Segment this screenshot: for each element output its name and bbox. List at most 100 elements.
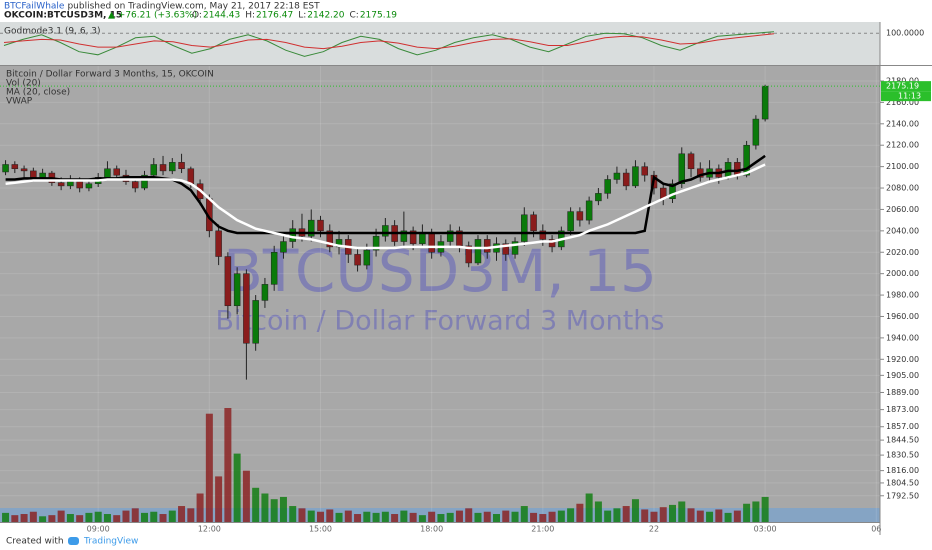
volume-bar (11, 515, 19, 522)
candle-body (474, 239, 482, 264)
candle-body (252, 300, 259, 344)
x-tick-label: 21:00 (531, 525, 554, 534)
candle-body (382, 225, 389, 237)
y-tick-label: 2180.00 (886, 76, 919, 85)
indicator-line (5, 154, 766, 235)
oscillator: Godmode3.1 (9, 6, 3) 100.0000 (0, 27, 924, 57)
y-tick-label: 2120.00 (886, 141, 919, 150)
volume-bar (567, 508, 575, 522)
candle-body (233, 273, 241, 307)
candle-body (502, 243, 510, 255)
x-tick-label: 09:00 (87, 525, 110, 534)
candle-body (511, 241, 519, 255)
candle-body (104, 168, 111, 178)
candle-body (428, 232, 435, 253)
volume-bar (270, 499, 278, 522)
oscillator-title: Godmode3.1 (9, 6, 3) (4, 27, 101, 37)
candle-body (39, 172, 46, 178)
candle-body (678, 153, 686, 184)
footer-brand[interactable]: TradingView (83, 537, 138, 547)
volume-bar (483, 511, 491, 522)
tv-logo (68, 537, 79, 545)
volume-bar (585, 493, 593, 522)
volume-bar (641, 509, 649, 522)
volume-bar (715, 509, 723, 522)
candle-body (326, 230, 334, 248)
candle-body (576, 211, 584, 221)
volume-bar (261, 493, 269, 522)
volume-bar (530, 512, 538, 522)
candle-body (67, 181, 74, 187)
volume-bar (761, 496, 769, 522)
volume-bar (733, 510, 741, 522)
y-tick-label: 1889.00 (886, 388, 919, 397)
volume-bar (103, 514, 111, 522)
candle-body (270, 252, 278, 285)
candle-body (372, 235, 380, 251)
volume-bar (372, 512, 380, 522)
price-pane (0, 66, 880, 522)
y-tick-label: 2000.00 (886, 269, 919, 278)
volume-bar (696, 510, 704, 522)
volume-bar (215, 476, 223, 522)
ohlc-label: L: (298, 11, 306, 21)
volume-bar (400, 510, 408, 522)
volume-bar (187, 508, 195, 522)
y-tick-label: 1830.50 (886, 451, 919, 460)
y-tick-label: 1873.00 (886, 405, 919, 414)
volume-bar (594, 501, 602, 522)
volume-bar (205, 413, 213, 522)
osc-line (3, 33, 775, 50)
volume-bar (650, 511, 658, 522)
osc-tick-label: 100.0000 (886, 29, 924, 38)
volume-bar (752, 501, 760, 522)
candle-body (169, 162, 176, 172)
volume-bar (317, 511, 325, 522)
ohlc-value: 2142.20 (307, 11, 344, 21)
y-tick-label: 1905.00 (886, 371, 919, 380)
volume-bar (94, 511, 102, 522)
candle-body (2, 164, 9, 173)
y-tick-label: 2040.00 (886, 226, 919, 235)
candle-body (131, 181, 139, 189)
volume-bar (678, 501, 686, 522)
ohlc: O: 2144.43 H: 2176.47 L: 2142.20 C: 2175.19 (192, 11, 397, 21)
candle-body (687, 153, 695, 170)
volume-bar (428, 511, 436, 522)
volume-bar (687, 508, 695, 522)
volume-bar (604, 510, 612, 522)
volume-bar (548, 511, 556, 522)
author[interactable]: BTCFailWhale (4, 2, 65, 12)
candle-body (57, 182, 65, 187)
candle-body (641, 166, 648, 176)
x-tick-label: 22 (649, 525, 659, 534)
candle-body (363, 249, 371, 266)
footer-created: Created with (6, 537, 64, 547)
candle-body (113, 168, 120, 176)
symbol: OKCOIN:BTCUSD3M, 15 (4, 11, 122, 21)
candle-body (761, 85, 769, 120)
volume-bar (557, 510, 565, 522)
volume-bar (409, 512, 417, 522)
volume-bar (252, 487, 260, 522)
volume-bar (613, 508, 621, 522)
candle-body (354, 254, 361, 266)
volume-bar (437, 514, 445, 522)
candle-body (548, 239, 556, 248)
candle-body (85, 183, 93, 189)
legend-volume: Vol (20) (6, 79, 41, 89)
volume-bar (446, 512, 454, 522)
x-tick-label: 06 (871, 525, 881, 534)
volume-bar (724, 512, 732, 522)
y-tick-label: 1857.00 (886, 422, 919, 431)
ohlc-value: 2144.43 (203, 11, 240, 21)
ohlc-value: 2175.19 (360, 11, 397, 21)
volume-bar (141, 512, 149, 522)
candle-body (187, 168, 195, 184)
candle-body (317, 219, 324, 232)
volume-bar (178, 506, 186, 522)
candle-body (539, 230, 547, 240)
y-tick-label: 1804.50 (886, 478, 919, 487)
y-tick-label: 2140.00 (886, 119, 919, 128)
ohlc-label: O: (192, 11, 202, 21)
